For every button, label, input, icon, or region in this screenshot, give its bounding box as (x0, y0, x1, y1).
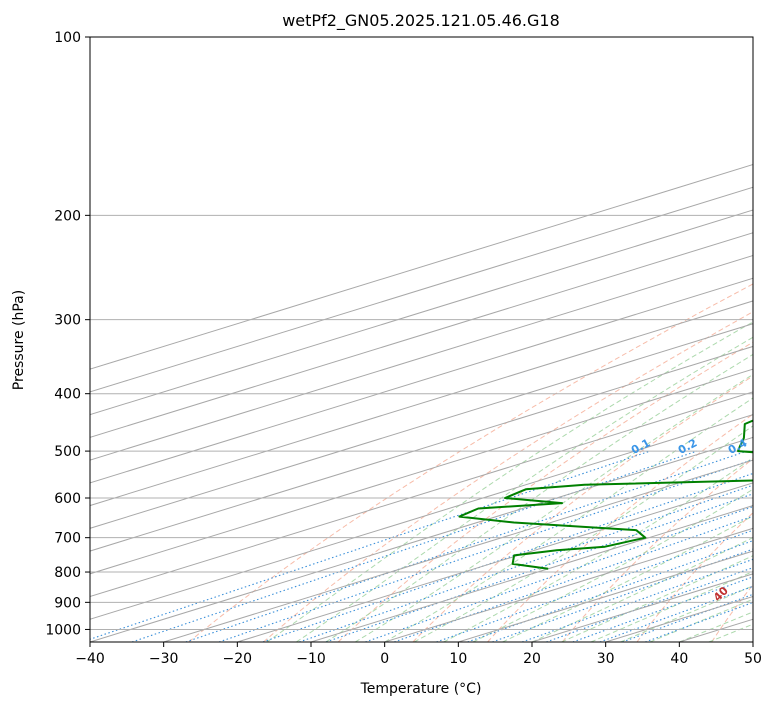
y-tick-label: 500 (54, 444, 81, 460)
x-tick-label: −30 (149, 651, 179, 667)
moist-adiabat (296, 336, 753, 642)
y-tick-label: 800 (54, 565, 81, 581)
mixing-ratio-line (185, 450, 748, 642)
y-tick-label: 300 (54, 313, 81, 329)
isotherm (90, 391, 753, 598)
x-tick-label: −10 (296, 651, 326, 667)
moist-adiabat (502, 515, 753, 642)
mixing-ratio-line (599, 585, 753, 642)
isotherm (90, 209, 753, 416)
isotherm (90, 368, 753, 575)
x-tick-label: 30 (597, 651, 615, 667)
isotherm (90, 186, 753, 393)
moist-adiabat (384, 397, 753, 642)
mixing-ratio-line (365, 506, 753, 642)
mixing-ratio-line (262, 472, 753, 642)
y-tick-label: 700 (54, 531, 81, 547)
x-tick-label: 20 (523, 651, 541, 667)
chart-title: wetPf2_GN05.2025.121.05.46.G18 (282, 11, 560, 31)
adiabat-label: 30 (757, 556, 775, 576)
dry-adiabat (561, 458, 753, 642)
mixing-ratio-line (622, 593, 753, 642)
isotherm (90, 277, 753, 484)
mixing-ratio-line (645, 601, 753, 642)
mixing-ratio-line (572, 576, 753, 642)
plot-frame (89, 36, 754, 643)
plot-background (90, 37, 753, 642)
isotherm (90, 254, 753, 461)
y-tick-label: 200 (54, 208, 81, 224)
y-tick-label: 900 (54, 595, 81, 611)
isotherm (90, 436, 753, 642)
x-tick-label: 0 (380, 651, 389, 667)
dry-adiabat (487, 413, 753, 642)
x-tick-label: 40 (670, 651, 688, 667)
isotherm (237, 482, 753, 642)
moist-adiabat (266, 321, 753, 642)
isotherm (90, 345, 753, 552)
mixing-ratio-line (90, 450, 651, 640)
moist-adiabat (531, 537, 753, 642)
y-tick-label: 400 (54, 387, 81, 403)
dewpoint-profile (458, 419, 753, 570)
isotherm (384, 527, 753, 642)
y-tick-label: 600 (54, 491, 81, 507)
dry-adiabat (188, 283, 753, 642)
isotherm (310, 505, 753, 642)
moist-adiabat (620, 585, 753, 642)
x-tick-label: 10 (449, 651, 467, 667)
x-tick-label: 50 (744, 651, 762, 667)
y-tick-label: 100 (54, 30, 81, 46)
isotherm (90, 300, 753, 507)
mixing-ratio-line (218, 458, 753, 642)
isotherm (163, 459, 753, 642)
isotherm (90, 414, 753, 620)
isotherm (752, 641, 753, 642)
mixing-ratio-label: 0.6 (757, 436, 775, 457)
isotherm (90, 323, 753, 529)
x-tick-label: −20 (223, 651, 253, 667)
moist-adiabat (590, 570, 753, 642)
isotherm (90, 164, 753, 370)
y-tick-label: 1000 (45, 622, 81, 638)
x-axis-label: Temperature (°C) (360, 681, 482, 697)
mixing-ratio-line (546, 567, 753, 642)
x-tick-label: −40 (75, 651, 105, 667)
isotherm (90, 232, 753, 438)
y-axis-label: Pressure (hPa) (11, 290, 27, 390)
dry-adiabat (263, 311, 753, 642)
